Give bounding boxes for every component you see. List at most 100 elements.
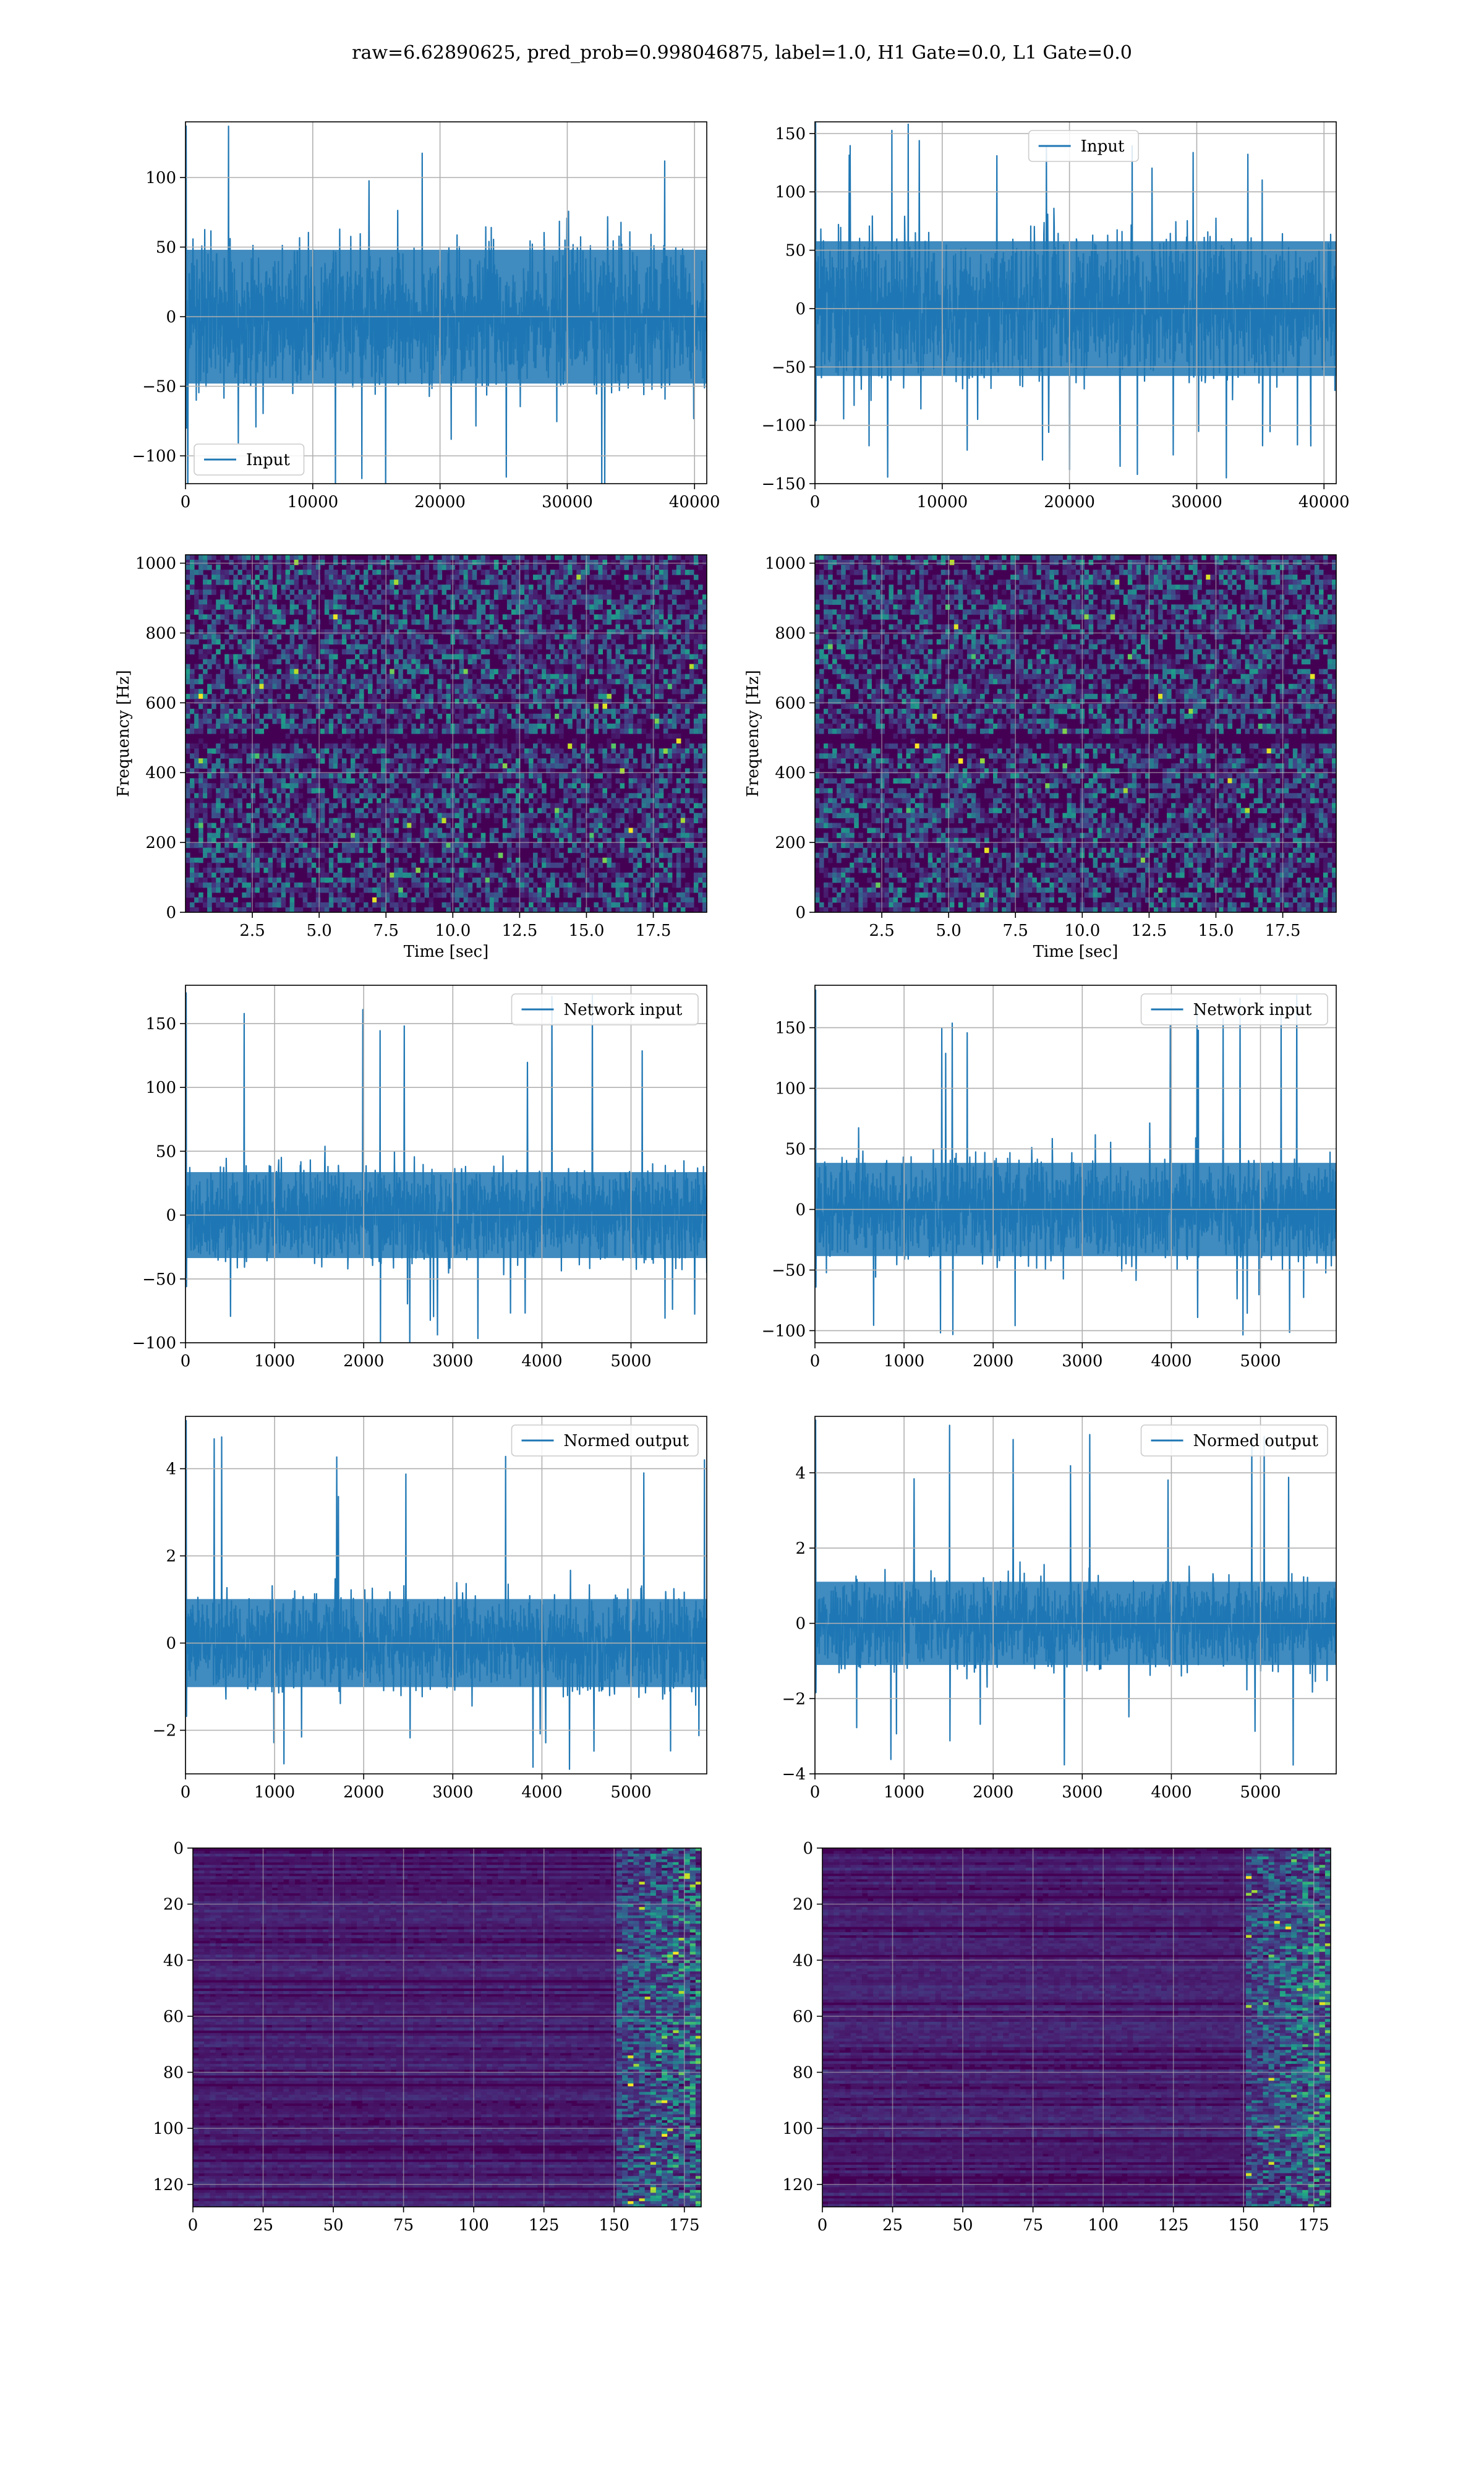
h1-normed-output-legend-label: Normed output [564, 1432, 689, 1450]
h1-normed-output-frame [185, 1416, 707, 1774]
l1-network-input-ytick-label: 50 [785, 1141, 806, 1159]
h1-network-input-ytick-label: 0 [166, 1207, 176, 1225]
h1-network-input-xtick-label: 0 [181, 1352, 191, 1371]
h1-feature-map-frame [192, 1847, 702, 2207]
l1-spectrogram-xtick-label: 2.5 [869, 922, 894, 940]
l1-feature-map-frame [822, 1847, 1331, 2207]
l1-normed-output-xtick-label: 4000 [1151, 1783, 1192, 1802]
l1-input-axes: 0 10000 20000 30000 40000 −150 −100 −50 0 50 100 15… [762, 121, 1350, 511]
h1-feature-map-xtick-label: 25 [253, 2216, 273, 2235]
l1-feature-map-ytick-label: 100 [782, 2120, 813, 2138]
h1-spectrogram-xtick-label: 10.0 [435, 922, 471, 940]
l1-normed-output-ytick-label: −2 [782, 1690, 806, 1708]
h1-input-legend: Input [194, 443, 305, 476]
h1-network-input-xtick-label: 2000 [343, 1352, 384, 1371]
h1-spectrogram-ylabel: Frequency [Hz] [114, 670, 133, 797]
l1-input-ytick-label: −150 [762, 475, 806, 494]
l1-normed-output-grid [814, 1416, 1336, 1774]
figure-title: raw=6.62890625, pred_prob=0.998046875, l… [0, 42, 1484, 64]
l1-input-ytick-label: 0 [795, 300, 806, 319]
l1-network-input-ytick-label: 0 [795, 1201, 806, 1219]
l1-feature-map-plot-area [822, 1848, 1331, 2207]
h1-input-legend-label: Input [246, 451, 290, 469]
h1-feature-map-ytick-label: 60 [163, 2008, 184, 2026]
h1-spectrogram-ytick-label: 0 [166, 904, 176, 922]
l1-normed-output-xtick-label: 3000 [1062, 1783, 1102, 1802]
h1-spectrogram-frame [185, 554, 707, 913]
h1-input-grid [185, 122, 707, 484]
l1-feature-map-ytick-label: 60 [793, 2008, 813, 2026]
l1-input-xtick-label: 10000 [916, 493, 968, 511]
h1-spectrogram-xtick-label: 5.0 [306, 922, 331, 940]
l1-network-input-frame [814, 985, 1337, 1343]
l1-normed-output-xtick-label: 2000 [973, 1783, 1013, 1802]
h1-feature-map-ytick-label: 100 [153, 2120, 184, 2138]
h1-network-input-grid [185, 985, 707, 1343]
h1-input-xtick-label: 30000 [542, 493, 593, 511]
h1-feature-map-ytick-label: 0 [173, 1839, 184, 1858]
h1-feature-map-axes: 0 25 50 75 100 125 150 175 0 20 40 60 80 100 120 [153, 1839, 702, 2235]
l1-feature-map-xtick-label: 175 [1298, 2216, 1329, 2235]
l1-network-input-legend: Network input [1140, 993, 1328, 1025]
h1-network-input-plot-area [186, 992, 707, 1343]
h1-network-input-xtick-label: 5000 [610, 1352, 651, 1371]
h1-feature-map-ytick-label: 120 [153, 2176, 184, 2194]
l1-normed-output-ytick-label: −4 [782, 1765, 806, 1784]
h1-normed-output-xtick-label: 1000 [254, 1783, 295, 1802]
h1-spectrogram-xtick-label: 2.5 [239, 922, 265, 940]
h1-feature-map-xtick-label: 100 [458, 2216, 489, 2235]
l1-spectrogram-ytick-label: 400 [775, 764, 806, 782]
l1-feature-map-xtick-label: 150 [1228, 2216, 1259, 2235]
h1-network-input-axes: 0 1000 2000 3000 4000 5000 −100 −50 0 50 100 150 Net… [132, 985, 707, 1371]
h1-normed-output-xtick-label: 4000 [521, 1783, 562, 1802]
l1-feature-map-xtick-label: 75 [1023, 2216, 1043, 2235]
l1-input-xtick-label: 40000 [1298, 493, 1350, 511]
l1-spectrogram-ytick-label: 1000 [765, 555, 806, 573]
l1-normed-output-xtick-label: 5000 [1240, 1783, 1281, 1802]
l1-normed-output-frame [814, 1416, 1337, 1774]
l1-network-input-xtick-label: 4000 [1151, 1352, 1192, 1371]
h1-normed-output-xtick-label: 5000 [610, 1783, 651, 1802]
l1-normed-output-xtick-label: 1000 [884, 1783, 924, 1802]
l1-network-input-axes: 0 1000 2000 3000 4000 5000 −100 −50 0 50 100 150 Net… [762, 985, 1337, 1371]
h1-feature-map-ytick-label: 40 [163, 1951, 184, 1970]
l1-feature-map-axes: 0 25 50 75 100 125 150 175 0 20 40 60 80 100 120 [782, 1839, 1331, 2235]
h1-normed-output-xtick-label: 3000 [432, 1783, 473, 1802]
l1-normed-output-legend-label: Normed output [1193, 1432, 1319, 1450]
l1-spectrogram-ytick-label: 0 [795, 904, 806, 922]
h1-input-xtick-label: 0 [181, 493, 191, 511]
h1-network-input-ytick-label: −100 [132, 1334, 176, 1353]
l1-feature-map-ytick-label: 20 [793, 1896, 813, 1914]
h1-network-input-ytick-label: 150 [145, 1015, 176, 1034]
h1-input-frame [185, 121, 707, 484]
l1-normed-output-xtick-label: 0 [810, 1783, 821, 1802]
h1-normed-output-plot-area [186, 1419, 707, 1770]
h1-input-ytick-label: 0 [166, 308, 176, 327]
l1-feature-map-grid [822, 1847, 1331, 2207]
h1-feature-map-xtick-label: 75 [393, 2216, 414, 2235]
h1-normed-output-xtick-label: 2000 [343, 1783, 384, 1802]
l1-input-ytick-label: 100 [775, 183, 806, 202]
h1-feature-map-xtick-label: 150 [599, 2216, 629, 2235]
l1-input-ytick-label: −50 [772, 358, 806, 377]
h1-spectrogram-xlabel: Time [sec] [404, 943, 489, 961]
l1-network-input-ytick-label: −100 [762, 1322, 806, 1340]
l1-feature-map-xtick-label: 100 [1088, 2216, 1119, 2235]
l1-network-input-xtick-label: 3000 [1062, 1352, 1102, 1371]
l1-feature-map-xtick-label: 50 [953, 2216, 973, 2235]
h1-input-xtick-label: 10000 [287, 493, 338, 511]
l1-input-legend-label: Input [1081, 137, 1125, 156]
l1-normed-output-legend: Normed output [1140, 1424, 1328, 1457]
h1-normed-output-xtick-label: 0 [181, 1783, 191, 1802]
h1-spectrogram-ytick-label: 400 [145, 764, 176, 782]
l1-network-input-ytick-label: 100 [775, 1080, 806, 1098]
h1-network-input-frame [185, 985, 707, 1343]
h1-spectrogram-ytick-label: 600 [145, 694, 176, 713]
h1-input-xtick-label: 40000 [669, 493, 720, 511]
h1-spectrogram-axes: 2.5 5.0 7.5 10.0 12.5 15.0 17.5 0 200 400 600 800 10… [114, 554, 707, 961]
h1-spectrogram-xtick-label: 7.5 [373, 922, 399, 940]
h1-feature-map-xtick-label: 0 [188, 2216, 198, 2235]
l1-spectrogram-xtick-label: 17.5 [1265, 922, 1301, 940]
l1-input-xtick-label: 20000 [1044, 493, 1095, 511]
h1-network-input-legend: Network input [511, 993, 699, 1025]
